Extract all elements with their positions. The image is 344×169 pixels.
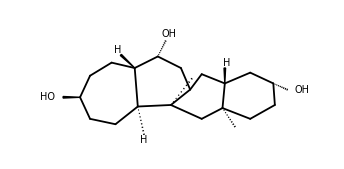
Text: HO: HO <box>40 92 55 102</box>
Text: H: H <box>140 135 148 145</box>
Polygon shape <box>224 68 226 83</box>
Text: H: H <box>223 58 230 68</box>
Polygon shape <box>63 96 80 98</box>
Text: H: H <box>114 45 121 55</box>
Polygon shape <box>120 54 135 68</box>
Text: OH: OH <box>162 29 177 39</box>
Text: OH: OH <box>294 84 309 95</box>
